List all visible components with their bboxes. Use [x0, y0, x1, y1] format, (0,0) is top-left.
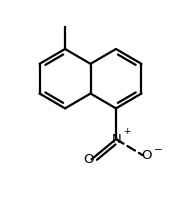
- Text: O: O: [83, 153, 94, 166]
- Text: O: O: [141, 149, 151, 162]
- Text: N: N: [111, 133, 121, 146]
- Text: −: −: [154, 145, 163, 155]
- Text: +: +: [123, 127, 131, 136]
